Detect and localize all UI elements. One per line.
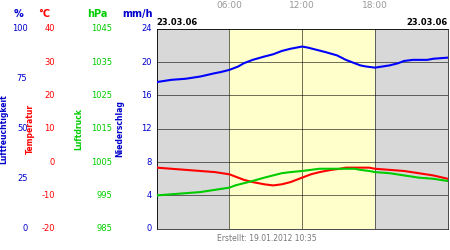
Text: 30: 30 [44,58,55,66]
Text: 06:00: 06:00 [216,0,242,10]
Text: mm/h: mm/h [122,9,153,20]
Text: 16: 16 [141,91,152,100]
Text: 1035: 1035 [91,58,112,66]
Text: 0: 0 [147,224,152,233]
Text: 8: 8 [147,158,152,166]
Text: -10: -10 [41,191,55,200]
Text: 1045: 1045 [91,24,112,33]
Text: 20: 20 [44,91,55,100]
Text: 18:00: 18:00 [362,0,388,10]
Text: Luftfeuchtigkeit: Luftfeuchtigkeit [0,94,9,164]
Text: 75: 75 [17,74,27,83]
Text: 1015: 1015 [91,124,112,133]
Text: 0: 0 [22,224,27,233]
Text: %: % [14,9,24,20]
Text: 40: 40 [44,24,55,33]
Text: Erstellt: 19.01.2012 10:35: Erstellt: 19.01.2012 10:35 [217,234,317,243]
Text: 0: 0 [50,158,55,166]
Text: 24: 24 [141,24,152,33]
Text: 995: 995 [96,191,112,200]
Text: 985: 985 [96,224,112,233]
Text: °C: °C [38,9,50,20]
Text: 1005: 1005 [91,158,112,166]
Text: Niederschlag: Niederschlag [115,100,124,157]
Text: Luftdruck: Luftdruck [74,108,83,150]
Text: 100: 100 [12,24,27,33]
Text: 1025: 1025 [91,91,112,100]
Text: 50: 50 [17,124,27,133]
Text: Temperatur: Temperatur [26,104,35,154]
Text: hPa: hPa [87,9,107,20]
Bar [230,29,375,229]
Text: 23.03.06: 23.03.06 [157,18,198,27]
Text: 12: 12 [141,124,152,133]
Text: 10: 10 [44,124,55,133]
Text: 25: 25 [17,174,27,183]
Bar [157,29,230,229]
Bar [375,29,448,229]
Text: 20: 20 [141,58,152,66]
Text: 23.03.06: 23.03.06 [406,18,448,27]
Text: 4: 4 [147,191,152,200]
Text: -20: -20 [41,224,55,233]
Text: 12:00: 12:00 [289,0,315,10]
